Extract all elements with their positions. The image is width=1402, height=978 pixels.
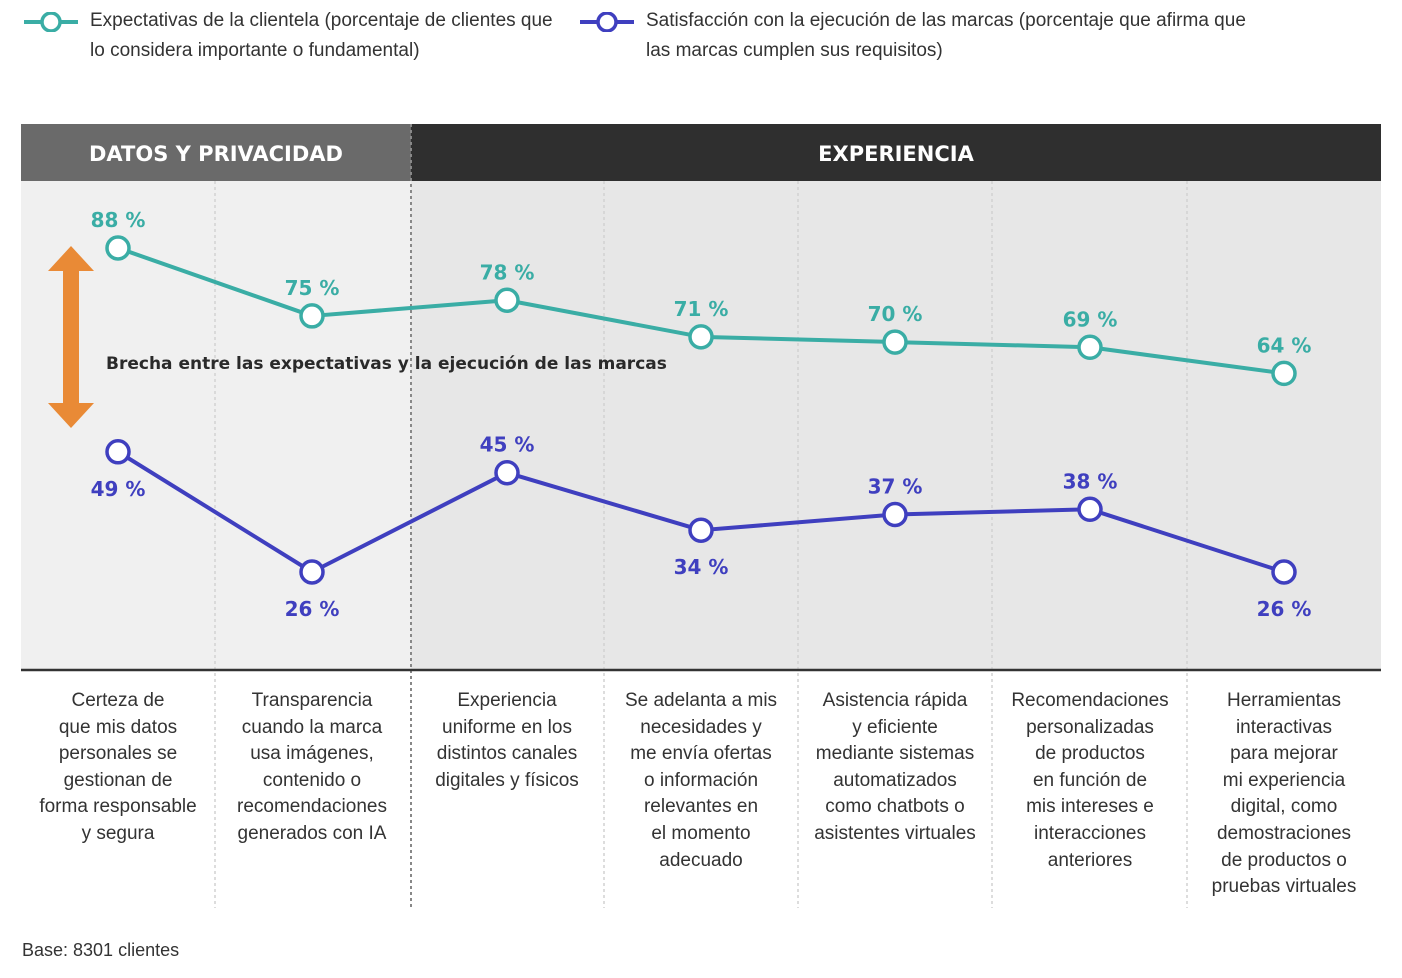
data-label-satisfaction: 34 % (674, 555, 729, 579)
category-label-line: mediante sistemas (815, 743, 975, 765)
category-label-line: me envía ofertas (630, 743, 772, 765)
category-label-line: gestionan de (63, 769, 173, 791)
category-label-line: pruebas virtuales (1211, 876, 1357, 898)
category-label-line: para mejorar (1230, 743, 1338, 765)
data-point-satisfaction (105, 439, 131, 465)
category-label-line: Transparencia (251, 690, 373, 711)
category-label-line: o información (643, 769, 759, 791)
legend-item-satisfaction: Satisfacción con la ejecución de las mar… (578, 6, 1278, 72)
category-label-line: y eficiente (852, 716, 938, 738)
panel-privacy (21, 181, 411, 670)
header-experience (411, 124, 1381, 181)
data-point-satisfaction (882, 501, 908, 528)
category-label: Herramientas interactivas para mejorar mi e… (1191, 688, 1377, 901)
data-label-expectations: 69 % (1063, 307, 1118, 331)
category-label: Se adelanta a mis necesidades y me envía o… (608, 688, 794, 874)
category-label-line: demostraciones (1216, 822, 1352, 844)
category-label-line: forma responsable (39, 796, 197, 818)
gap-annotation: Brecha entre las expectativas y la ejecu… (106, 354, 667, 374)
data-label-satisfaction: 26 % (285, 597, 340, 621)
category-label-line: interacciones (1034, 822, 1146, 844)
category-label-line: contenido o (262, 769, 362, 791)
category-label-line: usa imágenes, (250, 743, 374, 765)
data-point-expectations (105, 235, 131, 261)
series-layer: 88 % 75 % 78 % 71 % 70 % 69 % 64 % 49 % 26 % 45 %… (91, 208, 1312, 621)
category-label-line: de productos (1035, 743, 1145, 765)
category-label-line: mis intereses e (1026, 796, 1154, 818)
category-label-line: recomendaciones (237, 796, 387, 818)
category-label-line: necesidades y (640, 716, 762, 738)
legend-item-expectations: Expectativas de la clientela (porcentaje… (22, 6, 582, 72)
data-label-expectations: 71 % (674, 297, 729, 321)
data-label-expectations: 64 % (1257, 333, 1312, 357)
category-label: Certeza de que mis datos personales se gest… (25, 688, 211, 848)
data-point-satisfaction (1077, 496, 1103, 523)
category-label-line: cuando la marca (241, 716, 383, 738)
category-label-line: distintos canales (436, 743, 578, 765)
category-label-line: Se adelanta a mis (624, 690, 778, 711)
data-label-expectations: 88 % (91, 208, 146, 232)
data-point-expectations (494, 287, 520, 314)
category-label-line: Asistencia rápida (822, 690, 968, 711)
gap-arrow-icon (48, 246, 94, 428)
category-label-line: Certeza de (71, 690, 165, 711)
data-label-satisfaction: 26 % (1257, 597, 1312, 621)
category-label: Asistencia rápida y eficiente mediante sis… (802, 688, 988, 848)
section-title-experience: EXPERIENCIA (818, 142, 974, 166)
data-label-satisfaction: 49 % (91, 477, 146, 501)
category-label-line: como chatbots o (825, 796, 965, 818)
category-label-line: adecuado (659, 849, 743, 871)
category-label-line: y segura (81, 822, 155, 844)
category-label-line: personalizadas (1026, 716, 1154, 738)
category-label-line: el momento (651, 822, 751, 844)
data-label-satisfaction: 38 % (1063, 469, 1118, 493)
category-label-line: en función de (1032, 769, 1148, 791)
panel-experience (411, 181, 1381, 670)
section-title-privacy: DATOS Y PRIVACIDAD (89, 142, 343, 166)
legend-marker-satisfaction-icon (580, 12, 634, 32)
category-label-line: Herramientas (1226, 690, 1342, 711)
data-label-expectations: 70 % (868, 302, 923, 326)
category-label-line: uniforme en los (442, 716, 572, 738)
legend-marker-expectations-icon (24, 12, 78, 32)
category-label-line: que mis datos (58, 716, 178, 738)
base-note: Base: 8301 clientes (22, 940, 180, 960)
data-point-expectations (1271, 360, 1297, 387)
category-label-line: anteriores (1047, 849, 1133, 871)
data-label-expectations: 78 % (480, 260, 535, 284)
legend-label-expectations: Expectativas de la clientela (porcentaje… (90, 10, 553, 61)
category-label-line: automatizados (833, 769, 957, 791)
category-label: Recomendaciones personalizadas de producto… (997, 688, 1183, 874)
data-label-satisfaction: 45 % (480, 433, 535, 457)
category-label-line: Experiencia (457, 690, 557, 711)
data-label-satisfaction: 37 % (868, 475, 923, 499)
data-point-satisfaction (299, 559, 325, 585)
data-point-satisfaction (494, 459, 520, 486)
category-label-line: mi experiencia (1222, 769, 1346, 791)
data-point-expectations (882, 329, 908, 355)
category-label-line: asistentes virtuales (814, 822, 976, 844)
data-point-satisfaction (688, 517, 714, 543)
category-label-line: digital, como (1230, 796, 1338, 818)
data-point-satisfaction (1271, 559, 1297, 585)
data-point-expectations (1077, 334, 1103, 361)
data-point-expectations (299, 303, 325, 329)
category-label-line: personales se (58, 743, 178, 765)
category-label: Experiencia uniforme en los distintos cana… (414, 688, 600, 794)
category-label-line: interactivas (1235, 716, 1333, 738)
legend-label-satisfaction: Satisfacción con la ejecución de las mar… (646, 10, 1246, 61)
category-label-line: generados con IA (237, 822, 387, 844)
category-label-line: digitales y físicos (435, 769, 579, 791)
category-dividers (214, 181, 1188, 908)
category-label: Transparencia cuando la marca usa imágenes… (219, 688, 405, 848)
category-label-line: Recomendaciones (1011, 690, 1169, 711)
data-label-expectations: 75 % (285, 276, 340, 300)
category-label-line: de productos o (1221, 849, 1347, 871)
data-point-expectations (688, 324, 714, 350)
category-label-line: relevantes en (643, 796, 759, 818)
header-privacy (21, 124, 411, 181)
